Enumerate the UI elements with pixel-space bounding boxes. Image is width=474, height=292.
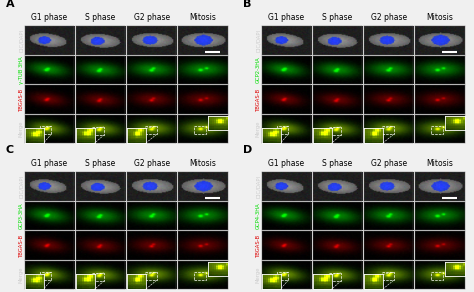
Text: DIC/DAPI: DIC/DAPI: [256, 29, 261, 52]
Text: C: C: [6, 145, 14, 155]
Text: GCP4-3HA: GCP4-3HA: [256, 203, 261, 230]
Text: Mitosis: Mitosis: [190, 13, 216, 22]
Text: G1 phase: G1 phase: [31, 13, 67, 22]
Bar: [194, 272, 206, 280]
Text: Merge: Merge: [256, 267, 261, 283]
Text: S phase: S phase: [322, 13, 353, 22]
Text: Merge: Merge: [19, 267, 24, 283]
Bar: [39, 126, 51, 134]
Text: DIC/DAPI: DIC/DAPI: [19, 175, 24, 198]
Text: B: B: [243, 0, 251, 9]
Text: Merge: Merge: [19, 121, 24, 137]
Bar: [276, 272, 288, 280]
Text: DIC/DAPI: DIC/DAPI: [256, 175, 261, 198]
Text: A: A: [6, 0, 15, 9]
Bar: [194, 126, 206, 134]
Text: S phase: S phase: [85, 13, 116, 22]
Text: G2 phase: G2 phase: [134, 13, 170, 22]
Bar: [431, 126, 443, 134]
Text: γ-TUB 3HA: γ-TUB 3HA: [19, 56, 24, 84]
Bar: [329, 273, 341, 281]
Text: G1 phase: G1 phase: [31, 159, 67, 168]
Text: G1 phase: G1 phase: [268, 159, 304, 168]
Bar: [382, 126, 394, 134]
Text: Mitosis: Mitosis: [427, 159, 453, 168]
Bar: [382, 272, 394, 280]
Bar: [145, 126, 157, 134]
Text: D: D: [243, 145, 252, 155]
Text: Mitosis: Mitosis: [427, 13, 453, 22]
Text: Merge: Merge: [256, 121, 261, 137]
Bar: [276, 126, 288, 134]
Text: G2 phase: G2 phase: [134, 159, 170, 168]
Text: GCP3-3HA: GCP3-3HA: [19, 203, 24, 229]
Text: TBGAS-B: TBGAS-B: [256, 234, 261, 257]
Text: TBGAS-B: TBGAS-B: [19, 88, 24, 111]
Text: GCP2-3HA: GCP2-3HA: [256, 57, 261, 84]
Bar: [92, 127, 104, 135]
Text: TBGAS-B: TBGAS-B: [256, 88, 261, 111]
Text: DIC/DAPI: DIC/DAPI: [19, 29, 24, 52]
Bar: [39, 272, 51, 280]
Bar: [329, 127, 341, 135]
Text: G1 phase: G1 phase: [268, 13, 304, 22]
Text: G2 phase: G2 phase: [371, 13, 407, 22]
Text: S phase: S phase: [85, 159, 116, 168]
Text: S phase: S phase: [322, 159, 353, 168]
Text: TBGAS-B: TBGAS-B: [19, 234, 24, 257]
Bar: [145, 272, 157, 280]
Bar: [92, 273, 104, 281]
Bar: [431, 272, 443, 280]
Text: G2 phase: G2 phase: [371, 159, 407, 168]
Text: Mitosis: Mitosis: [190, 159, 216, 168]
